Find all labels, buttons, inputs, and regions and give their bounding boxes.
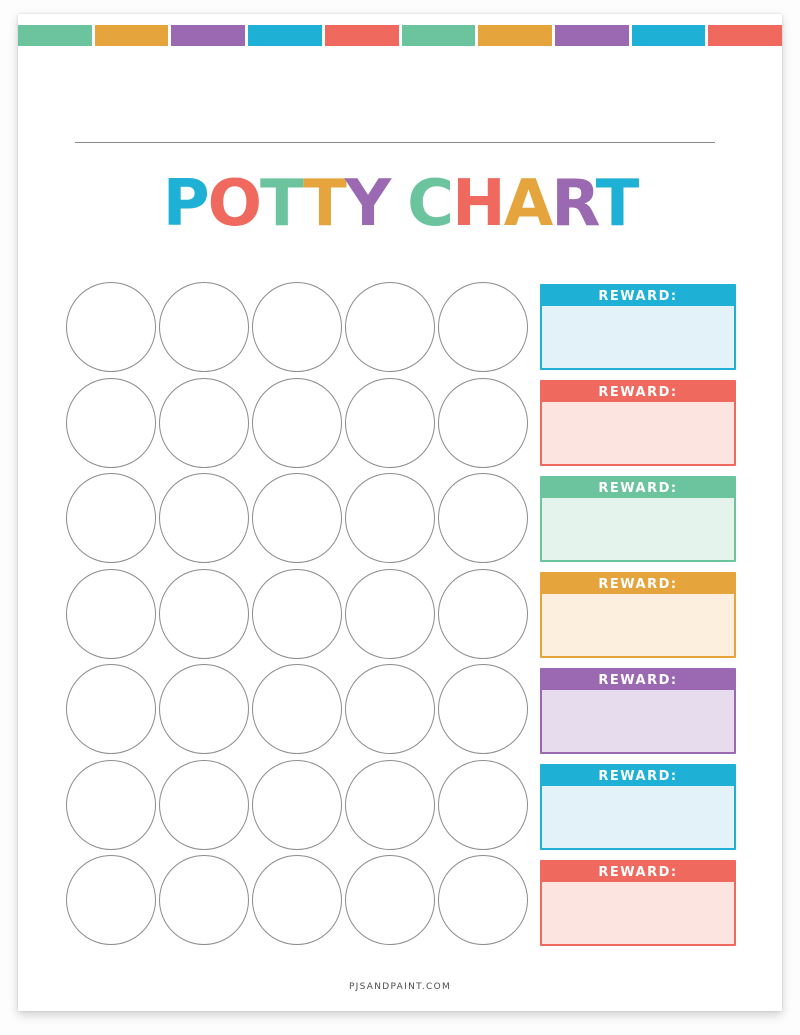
sticker-circle bbox=[252, 282, 342, 372]
reward-box-writein-area bbox=[542, 498, 734, 560]
title-letter: T bbox=[595, 167, 640, 241]
sticker-circle bbox=[252, 377, 342, 468]
reward-box-coral: REWARD: bbox=[540, 860, 736, 946]
sticker-circle bbox=[66, 377, 156, 468]
printable-page: POTTY CHART REWARD: REWARD: REWARD: REWARD: R… bbox=[18, 14, 783, 1011]
footer-credit: PJSANDPAINT.COM bbox=[348, 982, 452, 992]
title-letter: T bbox=[260, 167, 305, 241]
sticker-circle-grid bbox=[66, 282, 528, 945]
sticker-circle bbox=[438, 282, 528, 372]
reward-box-blue: REWARD: bbox=[540, 284, 736, 370]
sticker-circle bbox=[159, 473, 249, 563]
title-letter: Y bbox=[344, 167, 391, 241]
reward-box-writein-area bbox=[542, 306, 734, 368]
sticker-circle bbox=[252, 855, 342, 945]
reward-box-purple: REWARD: bbox=[540, 668, 736, 754]
sticker-circle bbox=[66, 855, 156, 945]
sticker-circle bbox=[345, 759, 435, 850]
title-letter: O bbox=[207, 167, 262, 241]
stripe-block-coral bbox=[708, 25, 783, 46]
top-color-stripe bbox=[18, 25, 783, 46]
sticker-circle bbox=[438, 759, 528, 850]
reward-box-header: REWARD: bbox=[542, 766, 734, 786]
sticker-circle bbox=[159, 759, 249, 850]
sticker-circle bbox=[159, 855, 249, 945]
sticker-circle bbox=[438, 568, 528, 659]
sticker-circle bbox=[252, 473, 342, 563]
stripe-block-purple bbox=[171, 25, 246, 46]
reward-box-green: REWARD: bbox=[540, 476, 736, 562]
reward-box-header: REWARD: bbox=[542, 286, 734, 306]
sticker-circle bbox=[66, 282, 156, 372]
stripe-block-blue bbox=[631, 25, 706, 46]
stripe-block-gold bbox=[478, 25, 552, 46]
sticker-circle bbox=[345, 282, 435, 372]
sticker-circle bbox=[159, 664, 249, 754]
sticker-circle bbox=[159, 282, 249, 372]
stripe-block-coral bbox=[324, 25, 399, 46]
reward-box-writein-area bbox=[542, 786, 734, 848]
stripe-block-green bbox=[18, 25, 92, 46]
title-letter: C bbox=[407, 167, 454, 241]
reward-box-writein-area bbox=[542, 402, 734, 464]
sticker-circle bbox=[159, 377, 249, 468]
sticker-circle bbox=[252, 759, 342, 850]
sticker-circle bbox=[252, 664, 342, 754]
stripe-block-blue bbox=[248, 25, 322, 46]
reward-box-header: REWARD: bbox=[542, 382, 734, 402]
reward-box-header: REWARD: bbox=[542, 478, 734, 498]
sticker-circle bbox=[438, 664, 528, 754]
sticker-circle bbox=[345, 855, 435, 945]
sticker-circle bbox=[438, 855, 528, 945]
sticker-circle bbox=[159, 568, 249, 659]
sticker-circle bbox=[345, 377, 435, 468]
title-letter: H bbox=[452, 167, 506, 241]
sticker-circle bbox=[345, 568, 435, 659]
title-letter: R bbox=[551, 167, 597, 241]
reward-box-writein-area bbox=[542, 882, 734, 944]
reward-box-blue: REWARD: bbox=[540, 764, 736, 850]
sticker-circle bbox=[66, 664, 156, 754]
sticker-circle bbox=[66, 568, 156, 659]
sticker-circle bbox=[66, 473, 156, 563]
reward-box-header: REWARD: bbox=[542, 574, 734, 594]
reward-box-header: REWARD: bbox=[542, 670, 734, 690]
title-letter: P bbox=[162, 167, 210, 241]
sticker-circle bbox=[438, 473, 528, 563]
stripe-block-green bbox=[401, 25, 476, 46]
reward-box-coral: REWARD: bbox=[540, 380, 736, 466]
stripe-block-purple bbox=[554, 25, 629, 46]
stripe-block-gold bbox=[94, 25, 169, 46]
sticker-circle bbox=[66, 759, 156, 850]
sticker-circle bbox=[438, 377, 528, 468]
sticker-circle bbox=[345, 664, 435, 754]
reward-box-writein-area bbox=[542, 690, 734, 752]
sticker-circle bbox=[345, 473, 435, 563]
page-title: POTTY CHART bbox=[18, 172, 782, 236]
title-letter: T bbox=[303, 167, 347, 241]
divider-line bbox=[75, 142, 715, 143]
reward-list: REWARD: REWARD: REWARD: REWARD: REWARD: REWAR… bbox=[540, 284, 736, 956]
sticker-circle bbox=[252, 568, 342, 659]
reward-box-gold: REWARD: bbox=[540, 572, 736, 658]
reward-box-header: REWARD: bbox=[542, 862, 734, 882]
reward-box-writein-area bbox=[542, 594, 734, 656]
title-letter: A bbox=[503, 167, 554, 241]
